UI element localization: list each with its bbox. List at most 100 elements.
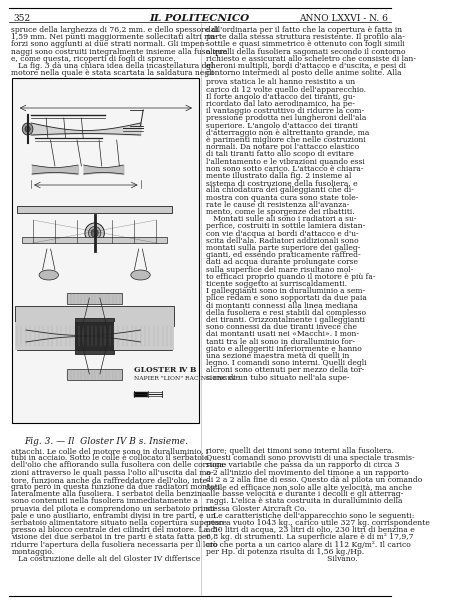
Text: mento, come le sporgenze dei ribattiti.: mento, come le sporgenze dei ribattiti. <box>206 208 354 216</box>
Text: mostra con quanta cura sono state tole-: mostra con quanta cura sono state tole- <box>206 194 358 202</box>
Text: richiesto e assicurati allo scheletro che consiste di lan-: richiesto e assicurati allo scheletro ch… <box>206 55 415 63</box>
Text: visione dei due serbatoi in tre parti è stata fatta per: visione dei due serbatoi in tre parti è … <box>11 533 211 541</box>
Text: di tali tiranti fatto allo scopo di evitare: di tali tiranti fatto allo scopo di evit… <box>206 150 353 158</box>
Ellipse shape <box>131 270 150 280</box>
Text: I galleggianti sono in duralluminio a sem-: I galleggianti sono in duralluminio a se… <box>206 287 365 295</box>
Text: pressione prodotta nei lungheroni dell'ala: pressione prodotta nei lungheroni dell'a… <box>206 114 366 122</box>
Text: e, come questa, ricoperti di fogli di spruce.: e, come questa, ricoperti di fogli di sp… <box>11 55 176 63</box>
Text: raggi. L'elica è stata costruita in duralluminio della: raggi. L'elica è stata costruita in dura… <box>206 497 402 506</box>
Text: sione variabile che passa da un rapporto di circa 3: sione variabile che passa da un rapporto… <box>206 461 399 470</box>
Text: attacchi. Le colle del motore sono in duralluminio, i: attacchi. Le colle del motore sono in du… <box>11 447 209 455</box>
Text: forzi sono aggiunti ai due strati normali. Gli impen-: forzi sono aggiunti ai due strati normal… <box>11 40 207 48</box>
Text: La costruzione delle ali del Gloster IV differisce: La costruzione delle ali del Gloster IV … <box>11 555 201 563</box>
Text: presso al blocco centrale dei cilindri del motore. La di-: presso al blocco centrale dei cilindri d… <box>11 526 221 534</box>
Text: riore; quelli dei timoni sono interni alla fusoliera.: riore; quelli dei timoni sono interni al… <box>206 447 393 455</box>
Text: pruavia del pilota e comprendono un serbatoio princi-: pruavia del pilota e comprendono un serb… <box>11 504 218 512</box>
Text: l'allentamento e le vibrazioni quando essi: l'allentamento e le vibrazioni quando es… <box>206 158 364 166</box>
Text: montaggio.: montaggio. <box>11 548 54 556</box>
Text: d'atterraggio non è altrettanto grande, ma: d'atterraggio non è altrettanto grande, … <box>206 129 369 137</box>
Text: ridurre l'apertura della fusoliera necessaria per il loro: ridurre l'apertura della fusoliera neces… <box>11 541 218 548</box>
Text: tanti tra le ali sono in duralluminio for-: tanti tra le ali sono in duralluminio fo… <box>206 338 354 346</box>
Text: dai montanti usati nei «Macchi». I mon-: dai montanti usati nei «Macchi». I mon- <box>206 330 358 338</box>
Text: dei tiranti. Orizzontalmente i galleggianti: dei tiranti. Orizzontalmente i galleggia… <box>206 316 365 324</box>
Text: tubi in acciaio. Sotto le colle è collocato il serbatoio: tubi in acciaio. Sotto le colle è colloc… <box>11 454 209 462</box>
Text: di 2 a 2 alla fine di esso. Questo dà al pilota un comando: di 2 a 2 alla fine di esso. Questo dà al… <box>206 476 422 484</box>
Text: sottile e quasi simmetrico è ottenuto con fogli simili: sottile e quasi simmetrico è ottenuto co… <box>206 40 404 48</box>
Text: della fusoliera e resi stabili dal complesso: della fusoliera e resi stabili dal compl… <box>206 309 366 317</box>
Text: dati ad acqua durante prolungate corse: dati ad acqua durante prolungate corse <box>206 258 357 267</box>
Text: lateralmente alla fusoliera. I serbatoi della benzina: lateralmente alla fusoliera. I serbatoi … <box>11 490 207 498</box>
Bar <box>15 322 75 350</box>
Text: 6,8 kg. di strumenti. La superficie alare è di m² 17,9,7: 6,8 kg. di strumenti. La superficie alar… <box>206 533 413 541</box>
Text: grato però in questa funzione da due radiatori montati: grato però in questa funzione da due rad… <box>11 483 221 491</box>
Ellipse shape <box>85 223 104 243</box>
Text: è parimenti migliore che nelle costruzioni: è parimenti migliore che nelle costruzio… <box>206 136 365 144</box>
Text: ciò che porta a un carico alare di 112 Kg/m². Il carico: ciò che porta a un carico alare di 112 K… <box>206 541 410 548</box>
Bar <box>67 368 122 379</box>
Text: a quelli della fusoliera sagomati secondo il contorno: a quelli della fusoliera sagomati second… <box>206 48 405 55</box>
Text: perfice, costruiti in sottile lamiera distan-: perfice, costruiti in sottile lamiera di… <box>206 222 365 231</box>
Text: Questi comandi sono provvisti di una speciale trasmis-: Questi comandi sono provvisti di una spe… <box>206 454 414 462</box>
Text: Il forte angolo d'attacco dei tiranti, gu-: Il forte angolo d'attacco dei tiranti, g… <box>206 93 355 101</box>
Bar <box>12 78 199 423</box>
Ellipse shape <box>88 226 101 240</box>
Text: Montati sulle ali sono i radiatori a su-: Montati sulle ali sono i radiatori a su- <box>206 215 356 223</box>
Text: con vie d'acqua ai bordi d'attacco e d'u-: con vie d'acqua ai bordi d'attacco e d'u… <box>206 229 358 238</box>
Text: dell'olio che affiorando sulla fusoliera con delle corruga-: dell'olio che affiorando sulla fusoliera… <box>11 461 227 470</box>
Text: 1,59 mm. Nei punti maggiormente sollecitati altri rin-: 1,59 mm. Nei punti maggiormente sollecit… <box>11 33 218 41</box>
Text: IL POLITECNICO: IL POLITECNICO <box>149 14 250 23</box>
Text: sione di un tubo situato nell'ala supe-: sione di un tubo situato nell'ala supe- <box>206 374 349 382</box>
Text: pale e uno ausiliario, entrambi divisi in tre parti, e un: pale e uno ausiliario, entrambi divisi i… <box>11 512 216 520</box>
Text: La fig. 3 dà una chiara idea della incastellatura del: La fig. 3 dà una chiara idea della incas… <box>11 62 214 70</box>
Text: peso a vuoto 1043 kg., carico utile 327 kg. corrispondente: peso a vuoto 1043 kg., carico utile 327 … <box>206 519 429 527</box>
Text: alla chiodatura dei galleggianti che di-: alla chiodatura dei galleggianti che di- <box>206 187 353 194</box>
Text: per Hp. di potenza risulta di 1,56 kg./Hp.: per Hp. di potenza risulta di 1,56 kg./H… <box>206 548 364 556</box>
Text: zioni attraverso le quali passa l'olio all'uscita dal mo-: zioni attraverso le quali passa l'olio a… <box>11 468 214 477</box>
Text: carico di 12 volte quello dell'apparecchio.: carico di 12 volte quello dell'apparecch… <box>206 85 366 93</box>
Text: rate le cause di resistenza all'avanza-: rate le cause di resistenza all'avanza- <box>206 201 349 209</box>
Text: gheroni multipli, bordi d'attacco e d'uscita, e pesi di: gheroni multipli, bordi d'attacco e d'us… <box>206 62 405 70</box>
Text: prova statica le ali hanno resistito a un: prova statica le ali hanno resistito a u… <box>206 78 355 87</box>
Text: NAPIER "LION" RACING ENGINE: NAPIER "LION" RACING ENGINE <box>134 376 239 381</box>
Text: GLOSTER Ⅳ B: GLOSTER Ⅳ B <box>134 366 196 374</box>
Text: Silvano.: Silvano. <box>206 555 357 563</box>
Text: tore, funziona anche da raffreddatore dell'olio, inte-: tore, funziona anche da raffreddatore de… <box>11 476 210 484</box>
Text: naggi sono costruiti integralmente insieme alla fusoliera: naggi sono costruiti integralmente insie… <box>11 48 228 55</box>
Text: contorno intermedi al posto delle anime solite. Alla: contorno intermedi al posto delle anime … <box>206 69 401 77</box>
Text: una sezione maestra metà di quelli in: una sezione maestra metà di quelli in <box>206 352 349 360</box>
Circle shape <box>22 123 33 135</box>
Circle shape <box>91 229 98 237</box>
Text: il vantaggio costruttivo di ridurre la com-: il vantaggio costruttivo di ridurre la c… <box>206 107 364 115</box>
Ellipse shape <box>39 270 58 280</box>
Text: plice redam e sono sopportati da due paia: plice redam e sono sopportati da due pai… <box>206 294 366 302</box>
Text: alle basse velocità e durante i decolli e gli atterrag-: alle basse velocità e durante i decolli … <box>206 490 403 498</box>
Text: non sono sotto carico. L'attacco è chiara-: non sono sotto carico. L'attacco è chiar… <box>206 165 363 173</box>
Text: superiore. L'angolo d'attacco dei tiranti: superiore. L'angolo d'attacco dei tirant… <box>206 122 357 129</box>
Text: gianti, ed essendo praticamente raffred-: gianti, ed essendo praticamente raffred- <box>206 251 360 259</box>
Text: facile ed efficace non solo alle alte velocità, ma anche: facile ed efficace non solo alle alte ve… <box>206 483 411 491</box>
Bar <box>75 318 114 354</box>
Text: ticente soggetto ai surriscaldamenti.: ticente soggetto ai surriscaldamenti. <box>206 280 347 288</box>
Text: 352: 352 <box>13 14 30 23</box>
Bar <box>22 237 167 243</box>
Text: sulla superfice del mare risultano mol-: sulla superfice del mare risultano mol- <box>206 265 353 273</box>
Text: to efficaci proprio quando il motore è più fa-: to efficaci proprio quando il motore è p… <box>206 273 375 281</box>
Text: a 2 all'inizio del movimento del timone a un rapporto: a 2 all'inizio del movimento del timone … <box>206 468 408 477</box>
Text: a 50 litri di acqua, 23 litri di olio, 230 litri di benzina e: a 50 litri di acqua, 23 litri di olio, 2… <box>206 526 414 534</box>
Text: normali. Da notare poi l'attacco elastico: normali. Da notare poi l'attacco elastic… <box>206 143 359 151</box>
Text: motore nella quale è stata scartata la saldatura negli: motore nella quale è stata scartata la s… <box>11 69 214 77</box>
Text: giato e alleggeriti inferiormente e hanno: giato e alleggeriti inferiormente e hann… <box>206 345 361 353</box>
Text: ANNO LXXVI - N. 6: ANNO LXXVI - N. 6 <box>299 14 388 23</box>
Text: legno. I comandi sono interni. Quelli degli: legno. I comandi sono interni. Quelli de… <box>206 359 366 367</box>
Text: sistema di costruzione della fusoliera, e: sistema di costruzione della fusoliera, … <box>206 179 357 187</box>
Text: spruce della larghezza di 76,2 mm. e dello spessore di: spruce della larghezza di 76,2 mm. e del… <box>11 26 219 34</box>
Text: alcroni sono ottenuti per mezzo della tor-: alcroni sono ottenuti per mezzo della to… <box>206 367 364 374</box>
Circle shape <box>25 126 30 132</box>
Bar <box>114 322 174 350</box>
Text: scita dell'ala. Radiatori addizionali sono: scita dell'ala. Radiatori addizionali so… <box>206 237 358 245</box>
Text: parte dalla stessa struttura resistente. Il profilo ala-: parte dalla stessa struttura resistente.… <box>206 33 405 41</box>
Text: Le caratteristiche dell'apparecchio sono le seguenti:: Le caratteristiche dell'apparecchio sono… <box>206 512 414 520</box>
Text: di montanti connessi alla linea mediana: di montanti connessi alla linea mediana <box>206 302 357 309</box>
Text: stessa Gloster Aircraft Co.: stessa Gloster Aircraft Co. <box>206 504 306 512</box>
Bar <box>17 206 172 213</box>
